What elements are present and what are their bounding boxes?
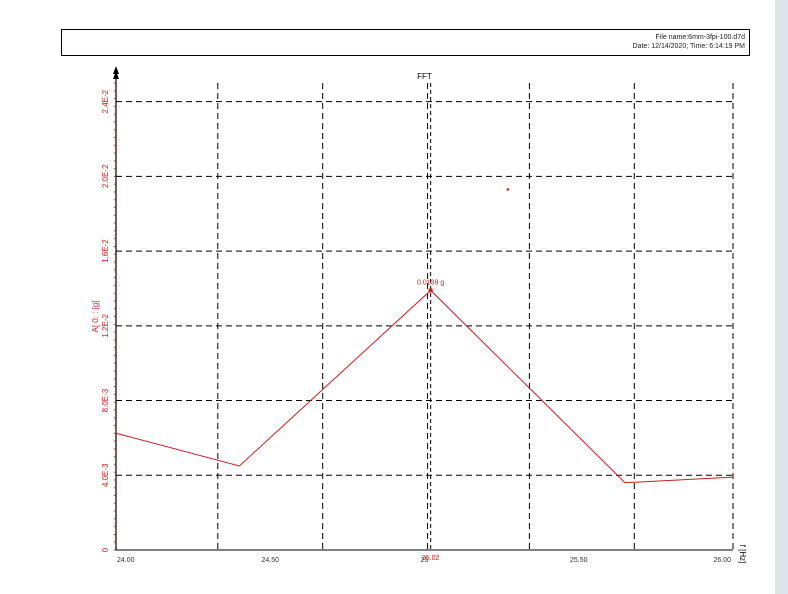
file-name-text: File name:6mm-3fpi-100.d7d [655,34,746,41]
cursor-value-label: 25.02 [422,555,440,562]
y-tick-label-5: 2.0E-2 [101,164,110,188]
y-tick-label-0: 0 [101,547,110,552]
tick-labels: 0 4.0E-3 8.0E-3 1.2E-2 1.6E-2 2.0E-2 2.4E-2 24.… [101,89,731,564]
file-info-box: File name:6mm-3fpi-100.d7d Date: 12/14/2… [61,29,750,56]
y-axis-label: A[ 0; : [g] [91,300,100,332]
x-tick-label-3: 25.50 [570,557,588,564]
y-tick-label-3: 1.2E-2 [101,314,110,338]
peak-value-label: 0.0139 g [417,279,444,286]
plot-frame [116,83,733,550]
y-axis-arrow-2 [113,66,119,74]
x-tick-label-4: 26.00 [713,557,731,564]
x-tick-label-0: 24.00 [117,557,135,564]
x-axis-label: f [Hz] [738,545,747,564]
peak-marker [428,288,433,293]
series-layer: 25.02 0.0139 g [115,83,734,562]
y-tick-label-1: 4.0E-3 [101,463,110,487]
axis-layer [113,66,733,551]
y-tick-label-6: 2.4E-2 [101,89,110,113]
outlier-point [506,188,510,191]
x-tick-label-1: 24.50 [261,557,279,564]
grid-layer [116,83,734,550]
x-tick-label-2: 25 [421,557,429,564]
y-axis-arrow [113,71,119,79]
y-tick-label-4: 1.6E-2 [101,239,110,263]
y-tick-label-2: 8.0E-3 [101,388,110,412]
chart-title: FFT [417,72,432,81]
date-time-text: Date: 12/14/2020; Time: 6:14:19 PM [632,43,745,50]
